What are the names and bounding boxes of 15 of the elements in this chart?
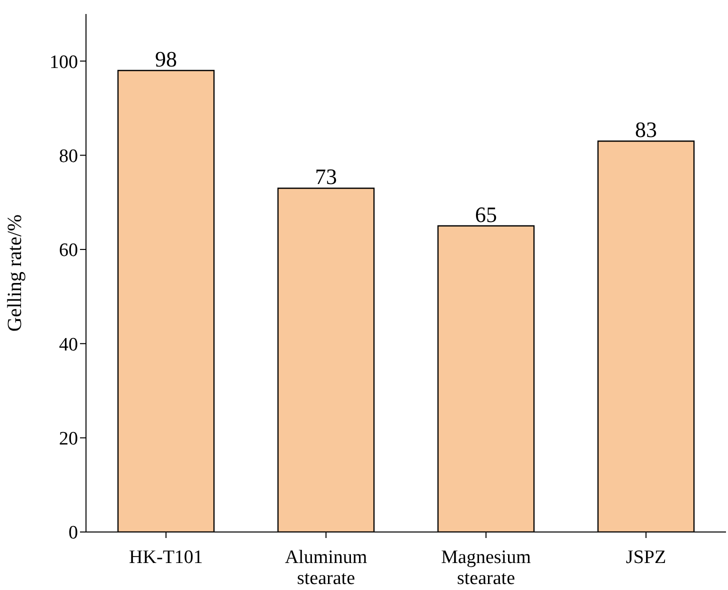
y-tick-label: 80 [59, 146, 78, 168]
x-tick-label: JSPZ [626, 547, 666, 568]
y-tick-label: 40 [59, 334, 78, 356]
x-tick-label: Aluminum stearate [284, 547, 368, 590]
y-tick-label: 60 [59, 240, 78, 262]
y-tick-label: 100 [50, 52, 78, 73]
y-tick-label: 0 [68, 522, 78, 544]
y-axis-title: Gelling rate/% [4, 214, 26, 332]
data-label: 98 [155, 46, 177, 72]
data-label: 73 [315, 164, 337, 190]
data-label: 83 [635, 117, 657, 142]
y-tick-label: 20 [59, 428, 78, 450]
data-label: 65 [475, 202, 497, 227]
x-tick-label: HK-T101 [129, 547, 203, 568]
x-tick-label: Magnesium stearate [441, 547, 532, 590]
